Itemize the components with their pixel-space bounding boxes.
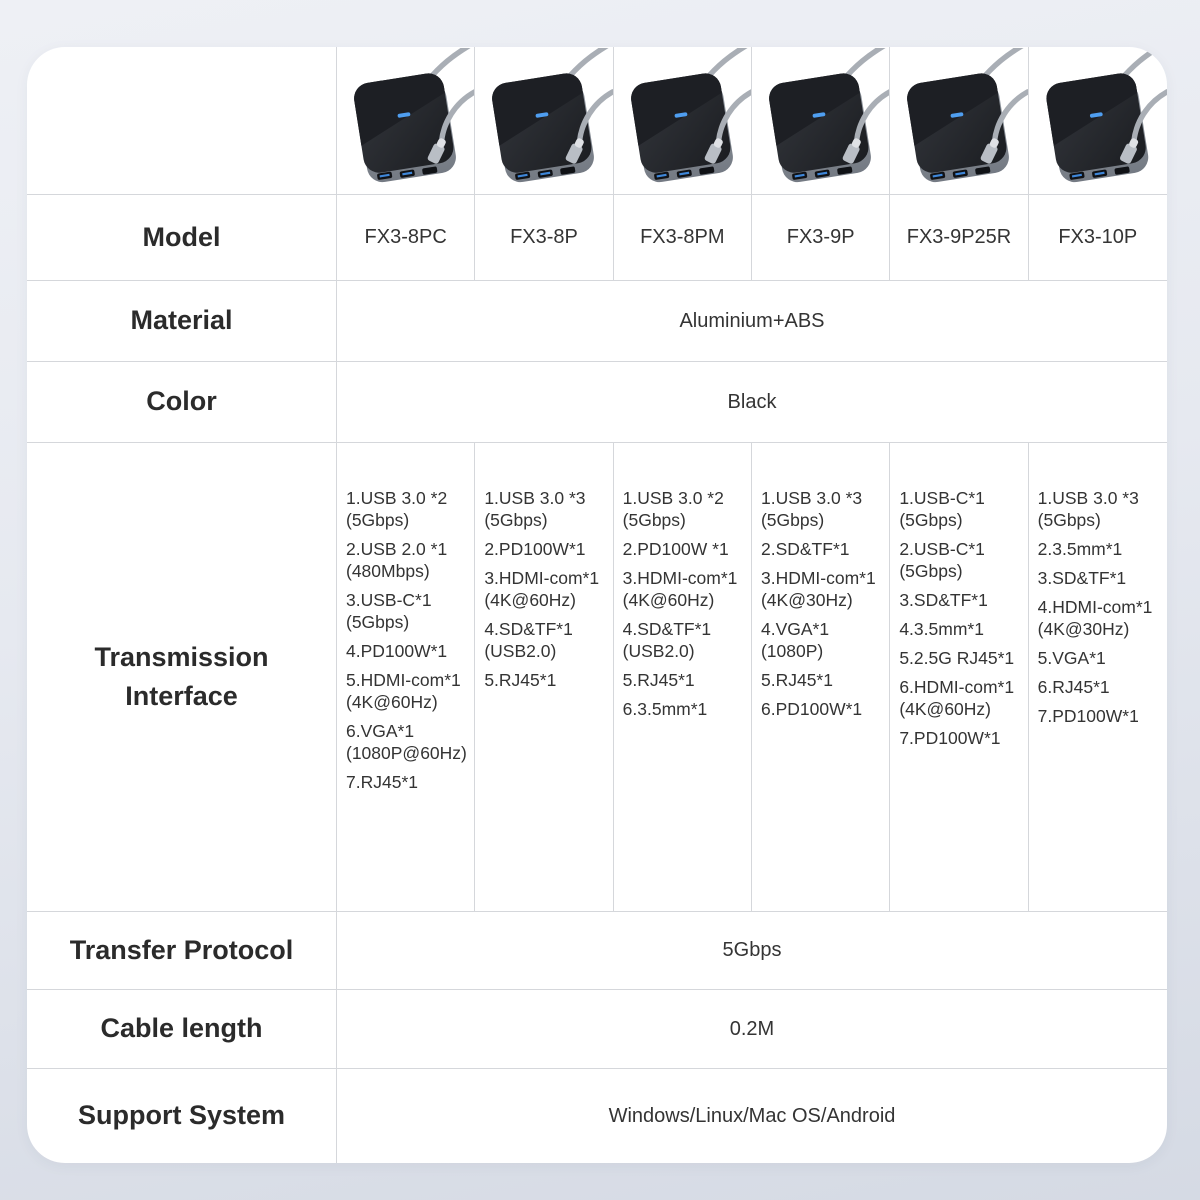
interface-item: 1.USB-C*1 (5Gbps)	[899, 488, 985, 530]
interface-item: 2.PD100W *1	[622, 539, 729, 559]
product-image-cell	[613, 47, 752, 195]
interface-item: 5.2.5G RJ45*1	[899, 648, 1015, 668]
interface-item: 2.USB 2.0 *1 (480Mbps)	[346, 539, 448, 581]
interface-item: 4.VGA*1 (1080P)	[760, 619, 830, 661]
comparison-table: Model FX3-8PC FX3-8P FX3-8PM FX3-9P FX3-…	[27, 47, 1167, 1163]
interface-item: 2.PD100W*1	[484, 539, 586, 559]
usb-c-hub-photo	[1046, 47, 1167, 182]
interface-item: 4.PD100W*1	[346, 641, 448, 661]
interface-item: 3.USB-C*1 (5Gbps)	[346, 590, 432, 632]
product-image-cell	[1028, 47, 1167, 195]
interface-item: 7.RJ45*1	[346, 772, 418, 792]
row-header-model: Model	[27, 195, 337, 281]
interface-item: 5.RJ45*1	[622, 670, 695, 690]
interface-item: 4.HDMI-com*1 (4K@30Hz)	[1037, 597, 1153, 639]
interface-item: 2.SD&TF*1	[760, 539, 850, 559]
interface-item: 7.PD100W*1	[899, 728, 1001, 748]
usb-c-hub-photo	[354, 47, 475, 182]
usb-c-hub-photo	[630, 47, 751, 182]
interface-item: 1.USB 3.0 *2 (5Gbps)	[622, 488, 724, 530]
usb-c-hub-photo	[492, 47, 613, 182]
model-value: FX3-9P	[751, 195, 891, 281]
model-value: FX3-9P25R	[890, 195, 1029, 281]
interface-item: 6.VGA*1 (1080P@60Hz)	[346, 721, 467, 763]
model-value: FX3-8PM	[613, 195, 752, 281]
interface-item: 3.HDMI-com*1 (4K@30Hz)	[760, 568, 876, 610]
product-image-cell	[751, 47, 891, 195]
transmission-interface-cell: 1.USB 3.0 *2 (5Gbps) 2.PD100W *1 3.HDMI-co…	[613, 443, 752, 912]
material-value: Aluminium+ABS	[337, 281, 1167, 362]
row-header-color: Color	[27, 362, 337, 443]
interface-item: 4.SD&TF*1 (USB2.0)	[622, 619, 712, 661]
interface-item: 6.3.5mm*1	[622, 699, 708, 719]
transfer-protocol-value: 5Gbps	[337, 912, 1167, 990]
product-image-cell	[337, 47, 476, 195]
interface-item: 1.USB 3.0 *3 (5Gbps)	[484, 488, 586, 530]
interface-item: 4.SD&TF*1 (USB2.0)	[484, 619, 573, 661]
color-value: Black	[337, 362, 1167, 443]
row-header-transfer-protocol: Transfer Protocol	[27, 912, 337, 990]
interface-item: 7.PD100W*1	[1037, 706, 1139, 726]
row-header-support-system: Support System	[27, 1069, 337, 1163]
interface-item: 5.RJ45*1	[760, 670, 833, 690]
interface-item: 6.PD100W*1	[760, 699, 863, 719]
usb-c-hub-photo	[907, 47, 1028, 182]
model-value: FX3-8PC	[337, 195, 476, 281]
usb-c-hub-photo	[769, 47, 890, 182]
transmission-interface-cell: 1.USB 3.0 *3 (5Gbps) 2.PD100W*1 3.HDMI-com…	[475, 443, 614, 912]
interface-item: 5.RJ45*1	[484, 670, 557, 690]
row-header-material: Material	[27, 281, 337, 362]
interface-item: 6.RJ45*1	[1037, 677, 1110, 697]
product-image-cell	[890, 47, 1029, 195]
interface-item: 3.SD&TF*1	[1037, 568, 1127, 588]
product-image-cell	[475, 47, 614, 195]
interface-item: 1.USB 3.0 *2 (5Gbps)	[346, 488, 448, 530]
transmission-interface-cell: 1.USB 3.0 *3 (5Gbps) 2.SD&TF*1 3.HDMI-com*…	[751, 443, 891, 912]
interface-item: 6.HDMI-com*1 (4K@60Hz)	[899, 677, 1015, 719]
interface-item: 2.USB-C*1 (5Gbps)	[899, 539, 985, 581]
interface-item: 3.SD&TF*1	[899, 590, 988, 610]
interface-item: 5.HDMI-com*1 (4K@60Hz)	[346, 670, 461, 712]
interface-item: 1.USB 3.0 *3 (5Gbps)	[1037, 488, 1139, 530]
support-system-value: Windows/Linux/Mac OS/Android	[608, 1104, 896, 1127]
interface-item: 3.HDMI-com*1 (4K@60Hz)	[622, 568, 738, 610]
interface-item: 1.USB 3.0 *3 (5Gbps)	[760, 488, 863, 530]
interface-item: 5.VGA*1	[1037, 648, 1106, 668]
interface-item: 4.3.5mm*1	[899, 619, 984, 639]
interface-item: 3.HDMI-com*1 (4K@60Hz)	[484, 568, 600, 610]
model-value: FX3-10P	[1028, 195, 1167, 281]
transmission-interface-cell: 1.USB 3.0 *3 (5Gbps) 2.3.5mm*1 3.SD&TF*1 4.…	[1028, 443, 1167, 912]
row-header-transmission-interface: Transmission Interface	[27, 443, 337, 912]
model-value: FX3-8P	[475, 195, 614, 281]
interface-item: 2.3.5mm*1	[1037, 539, 1123, 559]
transmission-interface-cell: 1.USB-C*1 (5Gbps) 2.USB-C*1 (5Gbps) 3.SD&T…	[890, 443, 1029, 912]
cable-length-value: 0.2M	[337, 990, 1167, 1069]
table-corner-cell	[27, 47, 337, 195]
transmission-interface-cell: 1.USB 3.0 *2 (5Gbps) 2.USB 2.0 *1 (480Mbp…	[337, 443, 476, 912]
row-header-cable-length: Cable length	[27, 990, 337, 1069]
